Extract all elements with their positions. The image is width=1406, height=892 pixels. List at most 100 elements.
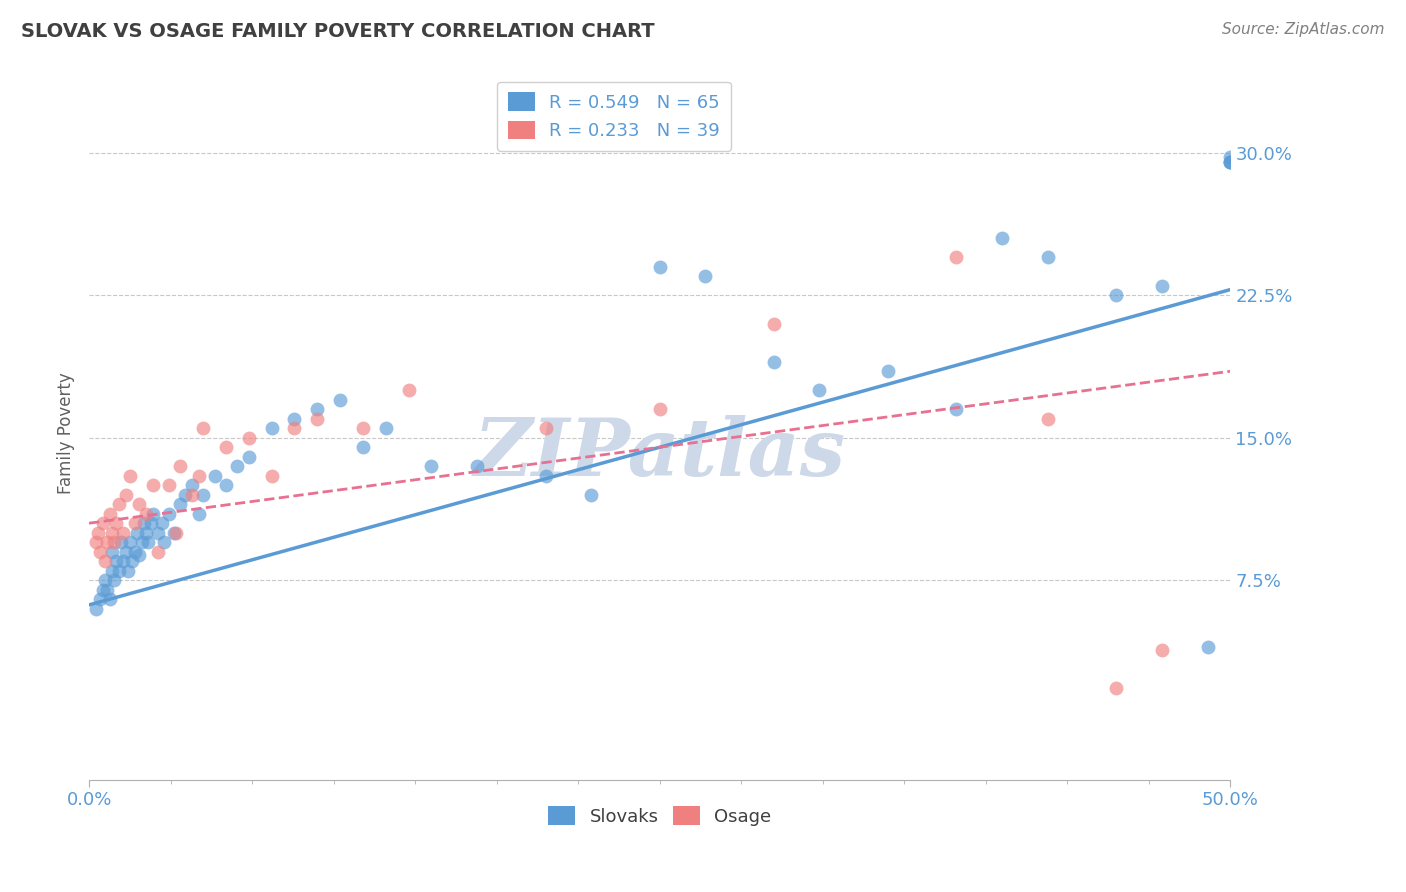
Point [648, 402, 671, 417]
Point [138, 535, 160, 549]
Point [135, 525, 157, 540]
Point [193, 488, 215, 502]
Point [101, 544, 124, 558]
Point [105, 516, 128, 531]
Point [808, 384, 831, 398]
Point [91, 582, 114, 597]
Text: Source: ZipAtlas.com: Source: ZipAtlas.com [1222, 22, 1385, 37]
Point [307, 402, 329, 417]
Point [94, 573, 117, 587]
Point [420, 459, 443, 474]
Point [374, 421, 396, 435]
Point [991, 231, 1014, 245]
Point [89, 592, 111, 607]
Point [105, 554, 128, 568]
Point [98, 592, 121, 607]
Point [762, 355, 785, 369]
Point [215, 478, 238, 492]
Point [91, 516, 114, 531]
Point [103, 573, 125, 587]
Point [648, 260, 671, 274]
Point [226, 459, 249, 474]
Legend: Slovaks, Osage: Slovaks, Osage [541, 799, 779, 833]
Point [238, 450, 260, 464]
Point [534, 421, 557, 435]
Point [87, 525, 110, 540]
Point [124, 516, 146, 531]
Point [157, 507, 180, 521]
Point [153, 535, 176, 549]
Point [238, 431, 260, 445]
Point [114, 488, 136, 502]
Point [165, 525, 187, 540]
Point [581, 488, 603, 502]
Point [534, 468, 557, 483]
Point [96, 582, 118, 597]
Point [131, 535, 153, 549]
Point [329, 392, 352, 407]
Text: ZIPatlas: ZIPatlas [474, 415, 846, 492]
Point [174, 488, 197, 502]
Point [157, 478, 180, 492]
Point [101, 525, 124, 540]
Point [283, 421, 305, 435]
Point [1036, 411, 1059, 425]
Point [120, 535, 142, 549]
Point [142, 507, 165, 521]
Point [1036, 250, 1059, 264]
Point [107, 497, 129, 511]
Point [150, 516, 173, 531]
Point [1150, 278, 1173, 293]
Point [124, 544, 146, 558]
Point [187, 507, 209, 521]
Point [180, 488, 202, 502]
Point [98, 507, 121, 521]
Point [1219, 155, 1241, 169]
Point [101, 564, 124, 578]
Point [204, 468, 226, 483]
Point [1150, 643, 1173, 657]
Point [112, 554, 135, 568]
Point [1105, 681, 1128, 696]
Point [193, 421, 215, 435]
Point [128, 497, 150, 511]
Point [120, 468, 142, 483]
Point [398, 384, 420, 398]
Point [352, 421, 374, 435]
Point [142, 478, 165, 492]
Point [352, 440, 374, 454]
Point [187, 468, 209, 483]
Point [945, 250, 967, 264]
Point [1197, 640, 1219, 654]
Point [89, 544, 111, 558]
Point [114, 544, 136, 558]
Point [260, 468, 283, 483]
Point [139, 516, 162, 531]
Point [1219, 155, 1241, 169]
Point [135, 507, 157, 521]
Point [260, 421, 283, 435]
Point [1219, 150, 1241, 164]
Point [110, 535, 132, 549]
Point [307, 411, 329, 425]
Point [121, 554, 143, 568]
Point [128, 549, 150, 563]
Point [162, 525, 184, 540]
Point [146, 544, 169, 558]
Point [283, 411, 305, 425]
Point [762, 317, 785, 331]
Point [146, 525, 169, 540]
Point [96, 535, 118, 549]
Point [132, 516, 155, 531]
Point [465, 459, 488, 474]
Point [107, 564, 129, 578]
Point [1219, 155, 1241, 169]
Point [945, 402, 967, 417]
Point [117, 564, 139, 578]
Point [125, 525, 148, 540]
Point [84, 601, 107, 615]
Text: SLOVAK VS OSAGE FAMILY POVERTY CORRELATION CHART: SLOVAK VS OSAGE FAMILY POVERTY CORRELATI… [21, 22, 655, 41]
Point [169, 497, 191, 511]
Point [877, 364, 900, 378]
Point [94, 554, 117, 568]
